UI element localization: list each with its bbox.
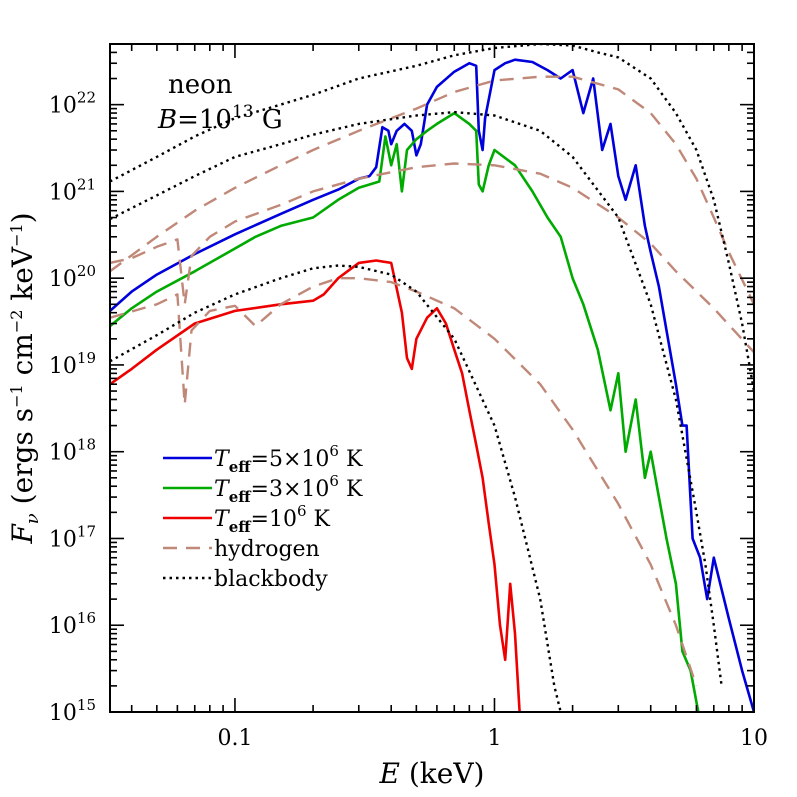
- plot-background: [110, 44, 754, 712]
- legend-superscript: 6: [329, 472, 339, 490]
- y-tick-label: 1022: [49, 89, 96, 119]
- y-tick-exponent: 19: [77, 349, 96, 367]
- legend-subscript: eff: [229, 488, 253, 506]
- legend-label: Teff=5×106 K: [214, 442, 363, 476]
- y-tick-mantissa: 10: [49, 701, 77, 726]
- y-tick-exponent: 17: [77, 522, 96, 540]
- legend-tail: K: [307, 507, 331, 532]
- annotation-field-mid: =10: [177, 105, 232, 135]
- y-tick-mantissa: 10: [49, 527, 77, 552]
- annotation-element: neon: [168, 70, 233, 100]
- legend-text: =5×10: [251, 447, 330, 472]
- y-tick-label: 1015: [49, 696, 96, 726]
- annotation-field-exp: 13: [232, 102, 254, 122]
- legend-tail: K: [339, 477, 363, 502]
- y-axis-label-sub: ν: [22, 513, 43, 524]
- legend-symbol: T: [214, 447, 231, 472]
- annotation-field-suffix: G: [254, 105, 283, 135]
- x-axis-label: E (keV): [379, 757, 485, 790]
- legend-label: hydrogen: [214, 537, 320, 562]
- ticks-layer: [110, 43, 755, 713]
- y-tick-exponent: 15: [77, 696, 96, 714]
- y-tick-label: 1019: [49, 349, 96, 379]
- annotation-field: B=1013 G: [157, 102, 283, 135]
- legend-label: Teff=3×106 K: [214, 472, 363, 506]
- legend-superscript: 6: [297, 502, 307, 520]
- x-tick-label: 10: [740, 726, 768, 751]
- series-line-9: [110, 264, 562, 712]
- y-tick-exponent: 16: [77, 609, 96, 627]
- series-line-2: [110, 111, 700, 712]
- y-axis-label: Fν (ergs s−1 cm−2 keV−1): [6, 212, 43, 544]
- series-line-1: [110, 58, 754, 712]
- y-tick-mantissa: 10: [49, 267, 77, 292]
- legend-label: blackbody: [214, 567, 328, 592]
- y-axis-label-unit-1: (ergs s: [6, 408, 39, 513]
- y-tick-mantissa: 10: [49, 180, 77, 205]
- legend-text: hydrogen: [214, 537, 320, 562]
- y-tick-mantissa: 10: [49, 94, 77, 119]
- y-tick-label: 1017: [49, 522, 96, 552]
- y-axis-label-unit-3: keV: [6, 246, 39, 309]
- x-axis-label-symbol: E: [379, 757, 400, 790]
- y-axis-label-text: Fν (ergs s−1 cm−2 keV−1): [6, 212, 43, 544]
- y-axis-label-exp-2: −2: [7, 310, 26, 334]
- legend-tail: K: [339, 447, 363, 472]
- y-tick-exponent: 21: [77, 175, 96, 193]
- y-tick-exponent: 20: [77, 262, 96, 280]
- legend-label: Teff=106 K: [214, 502, 331, 536]
- legend-text: =3×10: [251, 477, 330, 502]
- y-axis-label-unit-2: cm: [6, 333, 39, 384]
- plot-frame: [109, 43, 755, 713]
- y-axis-label-symbol: F: [6, 523, 39, 545]
- y-axis-label-exp-1: −1: [7, 384, 26, 408]
- y-tick-label: 1016: [49, 609, 96, 639]
- series-line-5: [110, 277, 698, 687]
- x-tick-label: 1: [487, 726, 501, 751]
- series-line-6: [110, 75, 754, 305]
- y-tick-mantissa: 10: [49, 354, 77, 379]
- legend-text: blackbody: [214, 567, 328, 592]
- y-axis-label-exp-3: −1: [7, 223, 26, 247]
- x-axis-label-unit: (keV): [400, 757, 485, 790]
- y-axis-label-unit-4: ): [6, 212, 39, 223]
- legend-symbol: T: [214, 477, 231, 502]
- legend-subscript: eff: [229, 458, 253, 476]
- series-line-8: [110, 110, 723, 687]
- legend-symbol: T: [214, 507, 231, 532]
- y-tick-label: 1020: [49, 262, 96, 292]
- annotation-field-symbol: B: [157, 105, 177, 135]
- legend-text: =10: [251, 507, 297, 532]
- x-tick-label: 0.1: [217, 726, 252, 751]
- y-tick-exponent: 18: [77, 436, 96, 454]
- y-tick-mantissa: 10: [49, 441, 77, 466]
- y-tick-exponent: 22: [77, 89, 96, 107]
- legend-superscript: 6: [329, 442, 339, 460]
- series-line-7: [110, 44, 754, 392]
- series-layer: [110, 44, 754, 712]
- legend-subscript: eff: [229, 518, 253, 536]
- y-tick-mantissa: 10: [49, 614, 77, 639]
- y-tick-label: 1018: [49, 436, 96, 466]
- y-tick-label: 1021: [49, 175, 96, 205]
- series-line-4: [110, 162, 754, 354]
